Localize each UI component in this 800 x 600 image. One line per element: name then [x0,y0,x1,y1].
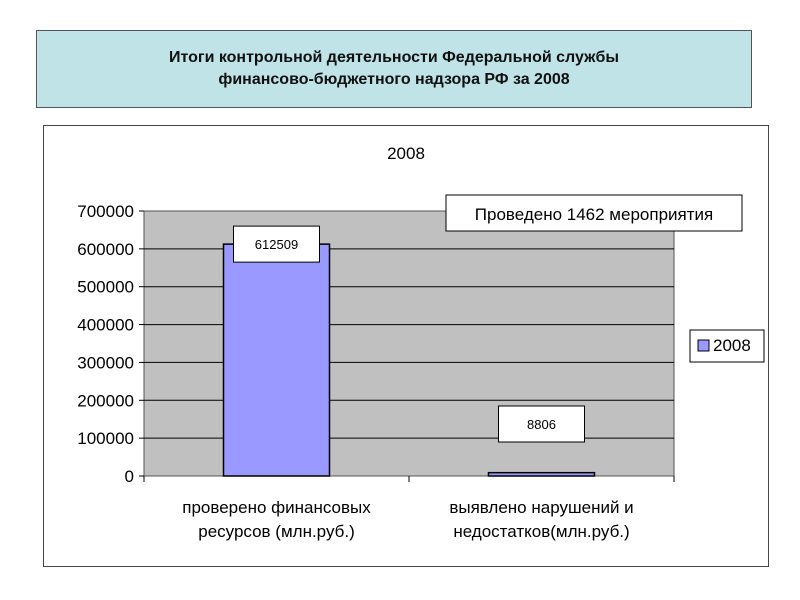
y-tick-label: 0 [125,467,134,486]
bar [487,471,596,477]
title-box: Итоги контрольной деятельности Федеральн… [36,30,752,108]
legend-label: 2008 [713,336,751,355]
y-tick-label: 400000 [77,316,134,335]
annotation-box: Проведено 1462 мероприятия [445,194,743,232]
x-category-label: недостатков(млн.руб.) [453,522,629,541]
legend-swatch [697,339,710,352]
x-axis-categories: проверено финансовых ресурсов (млн.руб.) в… [182,498,633,541]
data-label: 8806 [527,417,556,432]
data-label-box [233,225,320,263]
annotation-text: Проведено 1462 мероприятия [475,205,713,224]
y-tick-label: 600000 [77,240,134,259]
y-axis-ticks: 0 100000 200000 300000 400000 500000 600000 700… [77,202,134,486]
chart-frame: 2008 0 100000 200000 300000 400000 500000 6000… [43,125,769,567]
y-tick-label: 500000 [77,278,134,297]
y-tick-label: 200000 [77,391,134,410]
data-label-box [498,405,585,443]
x-category-label: выявлено нарушений и [449,498,633,517]
data-labels: 612509 8806 [233,225,585,443]
page-title-line-1: Итоги контрольной деятельности Федеральн… [169,49,619,66]
y-tick-label: 100000 [77,429,134,448]
y-tick-label: 700000 [77,202,134,221]
legend: 2008 [689,329,765,363]
bar-chart: 2008 0 100000 200000 300000 400000 500000 6000… [77,144,765,541]
data-label: 612509 [255,237,298,252]
y-tick-label: 300000 [77,353,134,372]
bar [222,243,331,477]
x-category-label: ресурсов (млн.руб.) [198,522,355,541]
bars [222,243,596,477]
x-category-label: проверено финансовых [182,498,371,517]
chart-title: 2008 [387,144,425,163]
page-title-line-2: финансово-бюджетного надзора РФ за 2008 [218,71,570,88]
